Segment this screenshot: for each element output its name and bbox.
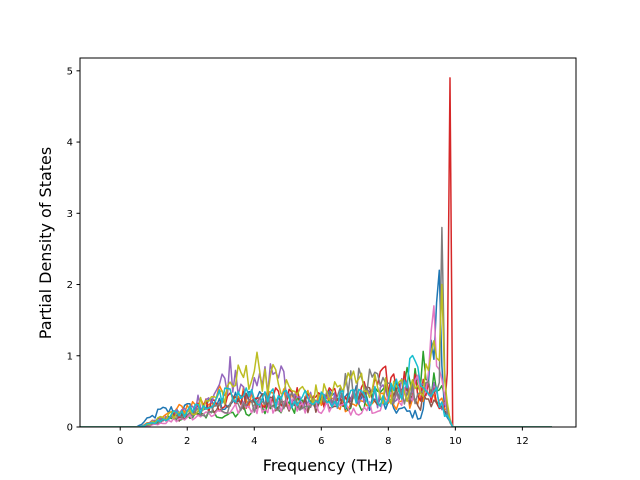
- series-line-6: [80, 305, 552, 427]
- series-line-9: [80, 354, 552, 427]
- y-tick-label: 1: [67, 351, 73, 362]
- x-tick-label: 0: [117, 436, 123, 447]
- series-line-8: [80, 283, 552, 427]
- x-tick-label: 2: [184, 436, 190, 447]
- y-tick-label: 3: [67, 209, 73, 220]
- y-tick-label: 2: [67, 280, 73, 291]
- plot-frame: [79, 57, 577, 428]
- series-line-3: [80, 77, 552, 427]
- x-axis-ticks: 0 2 4 6 8 10 12: [117, 427, 529, 447]
- x-tick-label: 8: [385, 436, 391, 447]
- y-axis-ticks: 0 1 2 3 4 5: [67, 66, 80, 434]
- x-tick-label: 12: [516, 436, 529, 447]
- x-tick-label: 10: [449, 436, 462, 447]
- y-tick-label: 4: [67, 138, 73, 149]
- x-tick-label: 6: [318, 436, 324, 447]
- y-tick-label: 0: [67, 423, 73, 434]
- y-axis-label: Partial Density of States: [36, 147, 55, 339]
- series-lines: [80, 77, 552, 427]
- y-tick-label: 5: [67, 66, 73, 77]
- x-tick-label: 4: [251, 436, 257, 447]
- x-axis-label: Frequency (THz): [263, 456, 393, 475]
